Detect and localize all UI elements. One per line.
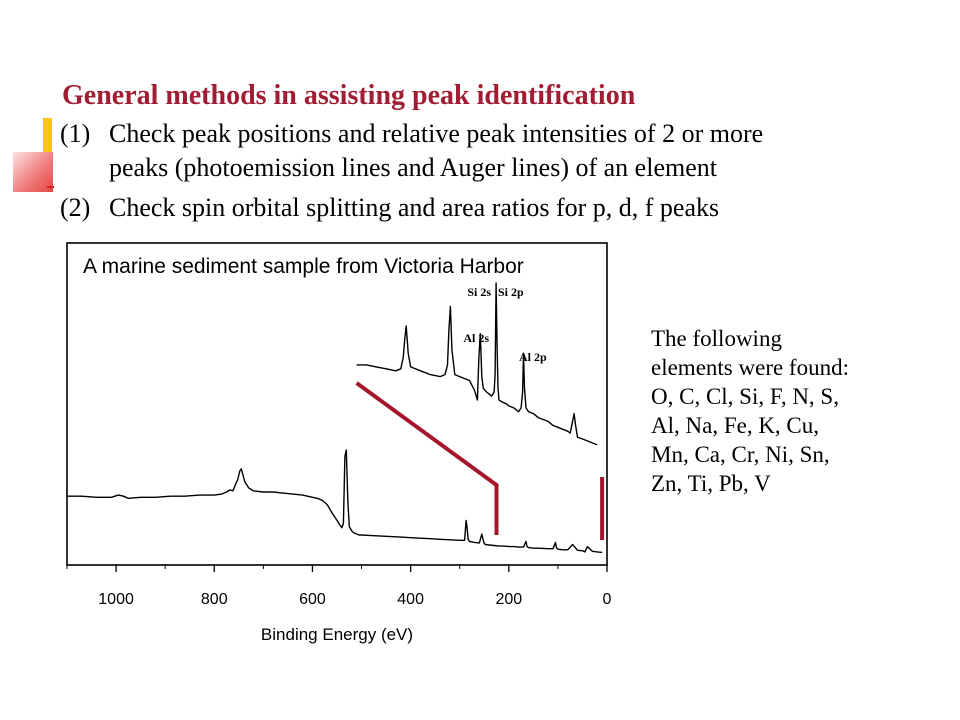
x-axis-label: Binding Energy (eV) — [261, 625, 413, 644]
annotation-al-2s: Al 2s — [463, 331, 489, 345]
list-item-1-number: (1) — [60, 119, 91, 148]
x-tick-label-200: 200 — [495, 591, 522, 608]
spectrum-line-2 — [356, 282, 598, 446]
x-axis-ticks: 1000 800 600 400 200 0 — [66, 565, 612, 608]
overlay-line-1 — [355, 381, 499, 535]
annotation-al-2p: Al 2p — [519, 350, 547, 364]
x-tick-label-400: 400 — [397, 591, 424, 608]
x-tick-label-800: 800 — [201, 591, 228, 608]
overlay-lines — [355, 381, 605, 540]
note-line-2: elements were found: — [651, 355, 849, 380]
slide-title: General methods in assisting peak identi… — [62, 80, 636, 111]
red-accent-dash — [47, 186, 54, 188]
list-item-1-line-2: peaks (photoemission lines and Auger lin… — [109, 153, 717, 182]
yellow-accent-bar — [43, 118, 52, 158]
x-tick-label-0: 0 — [603, 591, 612, 608]
x-tick-label-1000: 1000 — [98, 591, 134, 608]
note-line-4: Al, Na, Fe, K, Cu, — [651, 413, 820, 438]
note-line-1: The following — [651, 326, 782, 351]
spectrum-series — [67, 282, 603, 554]
plot-frame — [66, 242, 608, 566]
list-item-2-line-1: Check spin orbital splitting and area ra… — [109, 193, 720, 222]
chart-title: A marine sediment sample from Victoria H… — [83, 255, 524, 278]
annotation-si-2s: Si 2s — [467, 285, 491, 299]
note-line-3: O, C, Cl, Si, F, N, S, — [651, 384, 839, 409]
list-item-2: (2) Check spin orbital splitting and area… — [60, 193, 719, 223]
list-item-2-number: (2) — [60, 193, 91, 222]
note-line-5: Mn, Ca, Cr, Ni, Sn, — [651, 442, 830, 467]
elements-found-note: The following elements were found: O, C,… — [651, 324, 931, 498]
list-item-1: (1) Check peak positions and relative pea… — [60, 119, 763, 149]
annotation-si-2p: Si 2p — [498, 285, 524, 299]
x-tick-label-600: 600 — [299, 591, 326, 608]
spectrum-line-1 — [67, 449, 603, 554]
red-gradient-square — [13, 152, 53, 192]
note-line-6: Zn, Ti, Pb, V — [651, 471, 771, 496]
list-item-1-line-1: Check peak positions and relative peak i… — [109, 119, 764, 148]
